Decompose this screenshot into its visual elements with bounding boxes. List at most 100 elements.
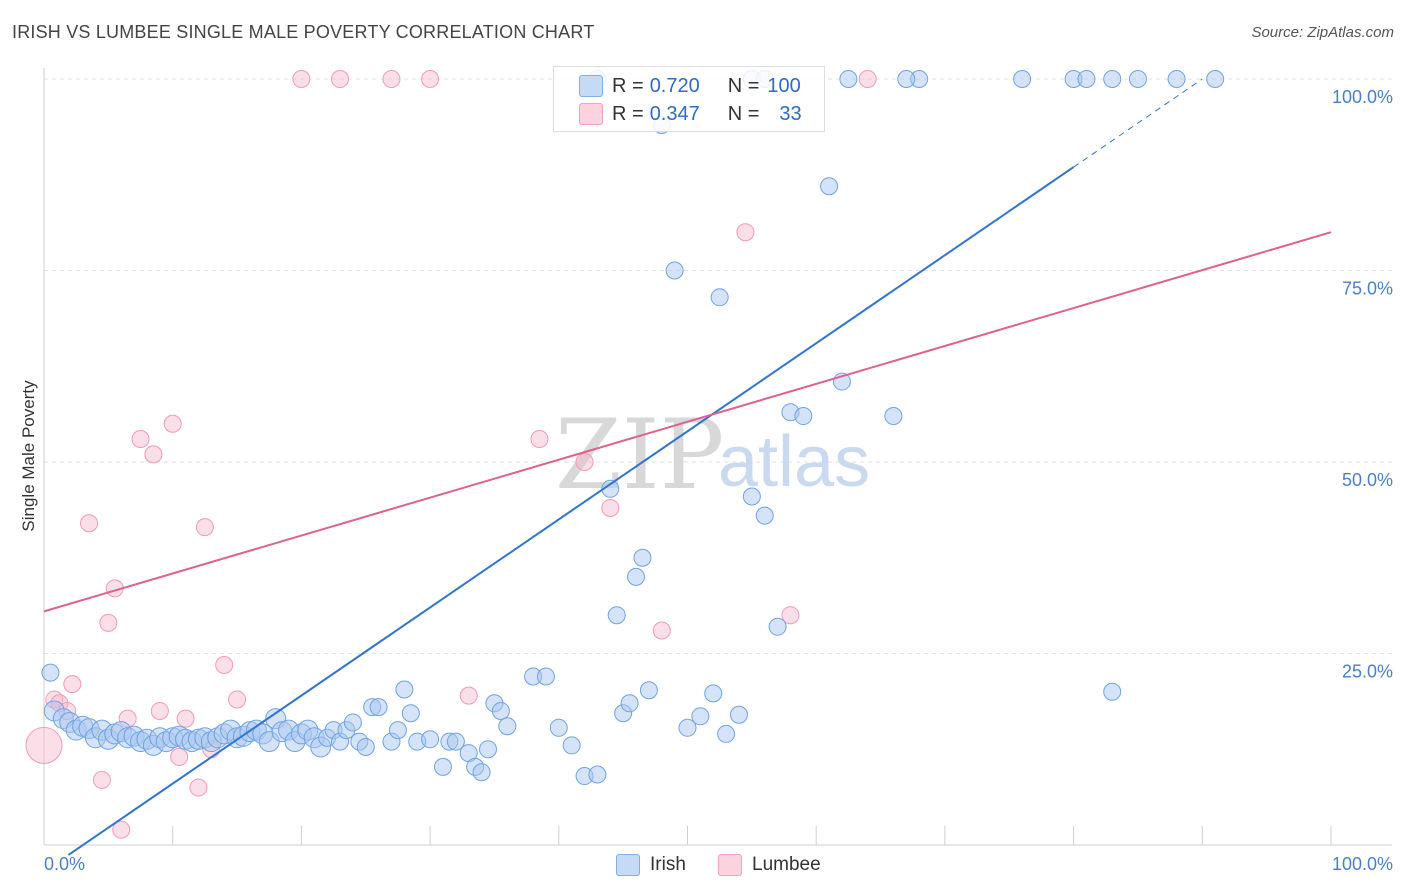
y-tick-label: 75.0% [1342, 279, 1393, 299]
lumbee-point [215, 655, 234, 674]
n-value: 33 [779, 102, 802, 125]
irish-point [678, 718, 697, 737]
y-tick-label: 25.0% [1342, 662, 1393, 682]
irish-point [433, 757, 452, 776]
irish-point [369, 698, 388, 717]
trend-lines [43, 78, 1332, 856]
source-label: Source: ZipAtlas.com [1251, 24, 1394, 41]
lumbee-point [530, 430, 549, 449]
irish-swatch [579, 75, 603, 97]
lumbee-point [292, 70, 311, 88]
n-label: N = [727, 74, 760, 97]
irish-point [479, 740, 498, 759]
n-value: 100 [767, 74, 801, 97]
lumbee-point [163, 414, 182, 433]
irish-point [633, 548, 652, 567]
irish-point [446, 732, 465, 751]
legend-item-lumbee: Lumbee [718, 852, 821, 878]
lumbee-point [459, 686, 478, 705]
axes [43, 68, 1392, 846]
legend-row-lumbee: R = 0.347 N = 33 [579, 101, 802, 127]
irish-trend-line [67, 166, 1075, 856]
irish-point [1128, 70, 1147, 88]
watermark-zip: ZIP [555, 399, 724, 511]
lumbee-points [25, 70, 877, 839]
irish-point [356, 737, 375, 756]
irish-point [897, 70, 916, 88]
lumbee-trend-line [43, 231, 1332, 613]
irish-point [729, 705, 748, 724]
r-label: R = [612, 102, 644, 125]
irish-point [588, 765, 607, 784]
irish-point [343, 713, 362, 732]
r-value: 0.347 [649, 102, 700, 125]
irish-point [665, 261, 684, 280]
irish-point [498, 717, 517, 736]
r-label: R = [612, 74, 644, 97]
lumbee-point [92, 770, 111, 789]
r-value: 0.720 [649, 74, 700, 97]
irish-point [1103, 70, 1122, 88]
lumbee-legend-swatch [718, 854, 742, 876]
irish-point [884, 407, 903, 426]
irish-legend-label: Irish [650, 854, 686, 875]
lumbee-point [575, 453, 594, 471]
lumbee-point [112, 820, 131, 839]
irish-point [691, 707, 710, 726]
irish-point [1013, 70, 1032, 88]
irish-point [1103, 682, 1122, 701]
lumbee-point [228, 690, 247, 709]
lumbee-point [781, 606, 800, 625]
lumbee-swatch [579, 103, 603, 125]
lumbee-point [421, 70, 440, 88]
irish-legend-swatch [616, 854, 640, 876]
irish-point [710, 288, 729, 307]
irish-point [794, 407, 813, 426]
lumbee-point [176, 709, 195, 728]
irish-point [755, 506, 774, 525]
irish-point [742, 487, 761, 506]
irish-point [820, 177, 839, 196]
lumbee-point [858, 70, 877, 88]
irish-point [839, 70, 858, 88]
irish-points [41, 70, 1225, 786]
lumbee-point [80, 514, 99, 533]
irish-point [639, 681, 658, 700]
irish-point [472, 763, 491, 782]
irish-point [562, 736, 581, 755]
lumbee-point [189, 778, 208, 797]
irish-point [607, 606, 626, 625]
x-tick-label: 0.0% [44, 854, 85, 874]
lumbee-point [63, 675, 82, 694]
legend-item-irish: Irish [616, 852, 686, 878]
lumbee-point [601, 498, 620, 517]
irish-point [41, 663, 60, 682]
irish-point [421, 730, 440, 749]
lumbee-point [25, 726, 63, 764]
irish-point [627, 567, 646, 586]
chart-title: IRISH VS LUMBEE SINGLE MALE POVERTY CORR… [12, 22, 595, 42]
irish-point [768, 617, 787, 636]
lumbee-point [170, 747, 189, 766]
irish-point [536, 667, 555, 686]
y-tick-label: 100.0% [1332, 87, 1393, 107]
lumbee-point [150, 701, 169, 720]
y-axis-label: Single Male Poverty [19, 380, 38, 532]
irish-point [388, 721, 407, 740]
irish-point [1206, 70, 1225, 88]
x-tick-label: 100.0% [1332, 854, 1393, 874]
tick-labels: 25.0% 50.0% 75.0% 100.0% 0.0% 100.0% [44, 87, 1393, 874]
irish-point [401, 704, 420, 723]
irish-point [717, 724, 736, 743]
lumbee-legend-label: Lumbee [752, 854, 821, 875]
irish-point [620, 694, 639, 713]
y-tick-label: 50.0% [1342, 470, 1393, 490]
watermark-atlas: atlas [718, 422, 870, 502]
lumbee-point [131, 430, 150, 449]
n-label: N = [727, 102, 760, 125]
irish-point [491, 701, 510, 720]
irish-point [704, 684, 723, 703]
irish-point [1167, 70, 1186, 88]
irish-point [549, 718, 568, 737]
lumbee-point [195, 518, 214, 537]
